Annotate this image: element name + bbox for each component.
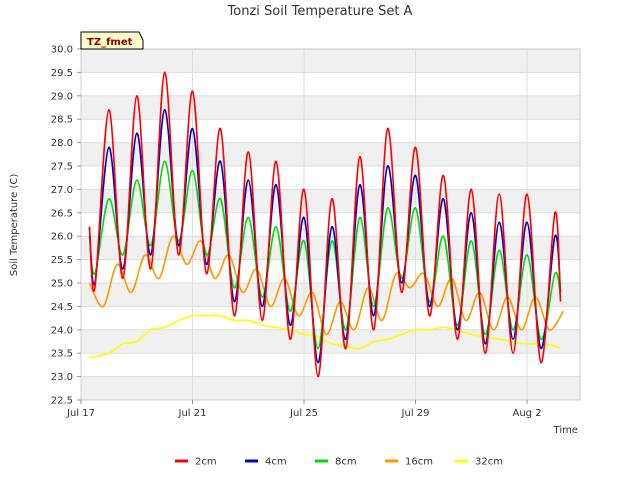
y-tick-label: 28.5 xyxy=(51,115,73,126)
x-tick-label: Jul 25 xyxy=(289,408,318,419)
background-band xyxy=(81,72,580,96)
y-tick-label: 24.0 xyxy=(51,325,73,336)
y-tick-label: 23.5 xyxy=(51,349,73,360)
series-line-2cm xyxy=(88,71,562,378)
x-tick-label: Aug 2 xyxy=(512,408,541,419)
x-tick-label: Jul 21 xyxy=(178,408,207,419)
background-band xyxy=(81,166,580,190)
y-tick-label: 25.0 xyxy=(51,279,73,290)
chart-title: Tonzi Soil Temperature Set A xyxy=(227,4,413,19)
y-tick-label: 22.5 xyxy=(51,396,73,407)
y-tick-label: 25.5 xyxy=(51,255,73,266)
background-band xyxy=(81,329,580,354)
y-axis-ticks: 22.5 23.0 23.5 24.0 24.5 25.0 25.5 26.0 26.5 27.0… xyxy=(51,45,81,407)
legend-label-8cm: 8cm xyxy=(335,457,357,468)
x-axis-ticks: Jul 17 Jul 21 Jul 25 Jul 29 Aug 2 xyxy=(66,400,542,419)
legend: 2cm 4cm 8cm 16cm 32cm xyxy=(175,457,503,468)
background-band xyxy=(81,212,580,237)
y-tick-label: 27.5 xyxy=(51,162,73,173)
legend-label-2cm: 2cm xyxy=(195,457,217,468)
background-band xyxy=(81,142,580,166)
background-band xyxy=(81,259,580,283)
background-band xyxy=(81,283,580,307)
y-tick-label: 30.0 xyxy=(51,45,73,56)
background-band xyxy=(81,95,580,120)
y-axis-label: Soil Temperature (C) xyxy=(9,174,20,277)
series-layer xyxy=(88,71,564,378)
series-line-32cm xyxy=(89,314,561,359)
x-axis-label: Time xyxy=(553,425,578,436)
background-band xyxy=(81,353,580,377)
series-line-8cm xyxy=(88,160,562,350)
y-tick-label: 29.0 xyxy=(51,91,73,102)
tag-badge: TZ_fmet xyxy=(80,31,144,50)
background-band xyxy=(81,119,580,143)
y-tick-label: 26.5 xyxy=(51,208,73,219)
legend-label-32cm: 32cm xyxy=(475,457,503,468)
y-tick-label: 24.5 xyxy=(51,302,73,313)
y-tick-label: 28.0 xyxy=(51,138,73,149)
y-tick-label: 23.0 xyxy=(51,372,73,383)
plot-background-bands xyxy=(81,49,580,400)
background-band xyxy=(81,376,580,400)
plot-frame xyxy=(80,48,581,401)
x-tick-label: Jul 29 xyxy=(401,408,430,419)
x-tick-label: Jul 17 xyxy=(66,408,95,419)
legend-label-16cm: 16cm xyxy=(405,457,433,468)
background-band xyxy=(81,49,580,73)
y-tick-label: 27.0 xyxy=(51,185,73,196)
series-line-16cm xyxy=(88,235,564,336)
legend-label-4cm: 4cm xyxy=(265,457,287,468)
y-tick-label: 26.0 xyxy=(51,232,73,243)
tag-label: TZ_fmet xyxy=(87,37,133,48)
y-tick-label: 29.5 xyxy=(51,68,73,79)
